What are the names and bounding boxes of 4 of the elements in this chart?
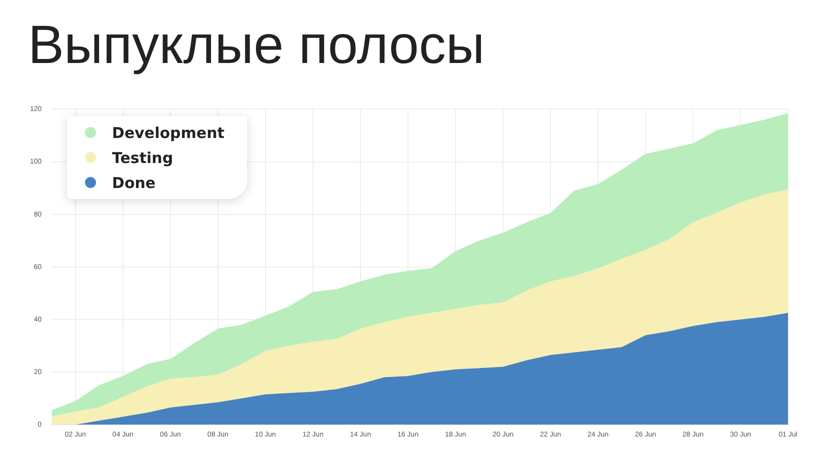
legend-label: Development	[112, 124, 224, 142]
chart-title: Выпуклые полосы	[28, 14, 485, 76]
legend-label: Done	[112, 174, 156, 192]
legend-label: Testing	[112, 148, 174, 166]
